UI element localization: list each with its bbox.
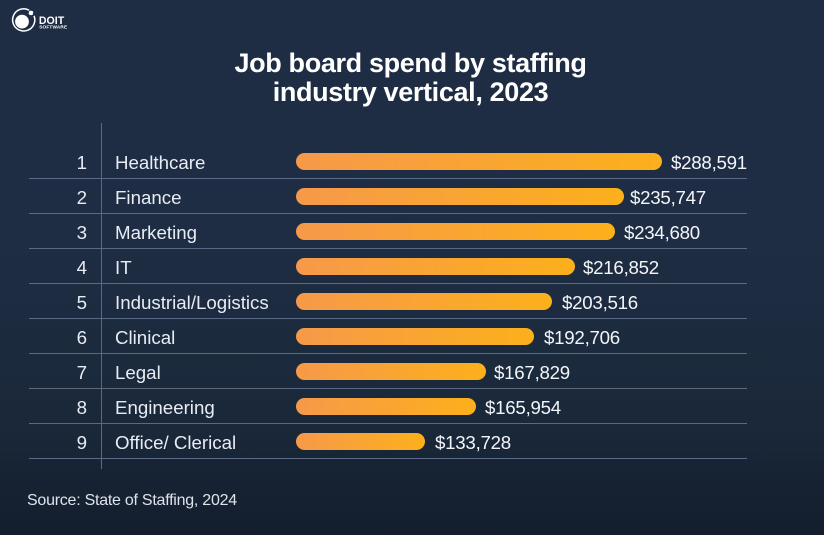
svg-text:SOFTWARE: SOFTWARE <box>39 25 67 30</box>
svg-text:DOIT: DOIT <box>39 15 65 27</box>
